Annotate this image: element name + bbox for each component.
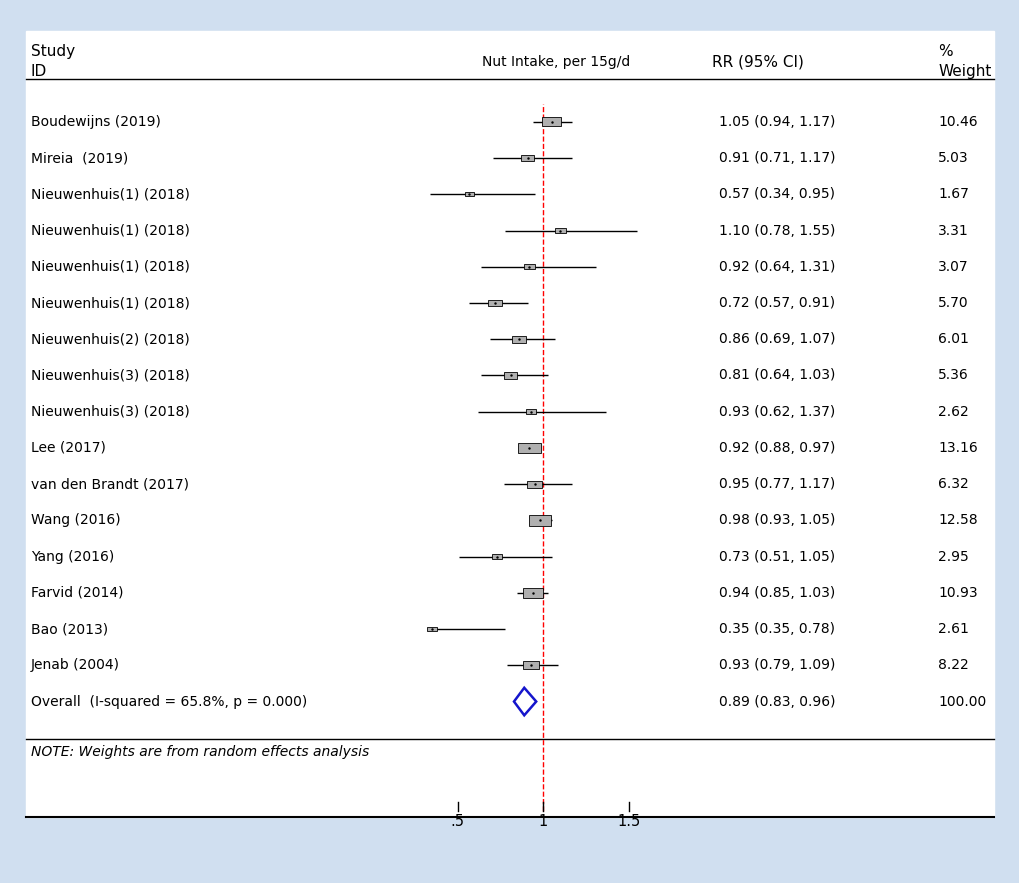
Bar [25, 31, 994, 817]
Text: Lee (2017): Lee (2017) [31, 441, 105, 455]
Text: Wang (2016): Wang (2016) [31, 513, 120, 527]
Bar [465, 192, 474, 197]
Text: Nieuwenhuis(2) (2018): Nieuwenhuis(2) (2018) [31, 332, 190, 346]
Text: Weight: Weight [937, 64, 990, 79]
Text: 8.22: 8.22 [937, 659, 968, 672]
Bar [512, 336, 526, 343]
Text: 0.81 (0.64, 1.03): 0.81 (0.64, 1.03) [718, 368, 835, 382]
Text: 1: 1 [538, 814, 547, 829]
Text: 10.93: 10.93 [937, 585, 977, 600]
Text: 1.5: 1.5 [616, 814, 640, 829]
Text: ID: ID [31, 64, 47, 79]
Text: NOTE: Weights are from random effects analysis: NOTE: Weights are from random effects an… [31, 745, 369, 759]
Text: 2.61: 2.61 [937, 622, 968, 636]
Bar [523, 588, 542, 598]
Bar [522, 661, 539, 669]
Text: RR (95% CI): RR (95% CI) [711, 55, 803, 70]
Text: 6.32: 6.32 [937, 477, 968, 491]
Text: Bao (2013): Bao (2013) [31, 622, 108, 636]
Text: 0.91 (0.71, 1.17): 0.91 (0.71, 1.17) [718, 151, 835, 165]
Text: 5.70: 5.70 [937, 296, 968, 310]
Text: 0.95 (0.77, 1.17): 0.95 (0.77, 1.17) [718, 477, 835, 491]
Text: 3.07: 3.07 [937, 260, 968, 274]
Text: 0.89 (0.83, 0.96): 0.89 (0.83, 0.96) [718, 695, 835, 708]
Text: 0.93 (0.79, 1.09): 0.93 (0.79, 1.09) [718, 659, 835, 672]
Text: Nieuwenhuis(1) (2018): Nieuwenhuis(1) (2018) [31, 296, 190, 310]
Text: 1.67: 1.67 [937, 187, 968, 201]
Text: Nieuwenhuis(3) (2018): Nieuwenhuis(3) (2018) [31, 404, 190, 419]
Text: Yang (2016): Yang (2016) [31, 549, 114, 563]
Text: 0.57 (0.34, 0.95): 0.57 (0.34, 0.95) [718, 187, 835, 201]
Text: Jenab (2004): Jenab (2004) [31, 659, 119, 672]
Bar [491, 555, 501, 559]
Text: 0.92 (0.64, 1.31): 0.92 (0.64, 1.31) [718, 260, 835, 274]
Text: 0.92 (0.88, 0.97): 0.92 (0.88, 0.97) [718, 441, 835, 455]
Text: 5.03: 5.03 [937, 151, 968, 165]
Bar [426, 627, 436, 631]
Bar [554, 228, 566, 233]
Text: 13.16: 13.16 [937, 441, 977, 455]
Text: 2.95: 2.95 [937, 549, 968, 563]
Text: 3.31: 3.31 [937, 223, 968, 238]
Text: Farvid (2014): Farvid (2014) [31, 585, 123, 600]
Text: 0.86 (0.69, 1.07): 0.86 (0.69, 1.07) [718, 332, 835, 346]
Text: 0.94 (0.85, 1.03): 0.94 (0.85, 1.03) [718, 585, 835, 600]
Text: 0.35 (0.35, 0.78): 0.35 (0.35, 0.78) [718, 622, 835, 636]
Text: 5.36: 5.36 [937, 368, 968, 382]
Text: 6.01: 6.01 [937, 332, 968, 346]
Text: Nieuwenhuis(1) (2018): Nieuwenhuis(1) (2018) [31, 187, 190, 201]
Text: Study: Study [31, 44, 74, 59]
Bar [518, 442, 540, 453]
Bar [488, 299, 501, 306]
Text: Overall  (I-squared = 65.8%, p = 0.000): Overall (I-squared = 65.8%, p = 0.000) [31, 695, 307, 708]
Text: 12.58: 12.58 [937, 513, 977, 527]
Text: Nieuwenhuis(3) (2018): Nieuwenhuis(3) (2018) [31, 368, 190, 382]
Text: 2.62: 2.62 [937, 404, 968, 419]
Text: Nieuwenhuis(1) (2018): Nieuwenhuis(1) (2018) [31, 260, 190, 274]
Bar [524, 264, 534, 269]
Bar [521, 155, 534, 162]
Text: 0.73 (0.51, 1.05): 0.73 (0.51, 1.05) [718, 549, 835, 563]
Text: 1.10 (0.78, 1.55): 1.10 (0.78, 1.55) [718, 223, 835, 238]
Text: Nut Intake, per 15g/d: Nut Intake, per 15g/d [481, 55, 630, 69]
Text: Mireia  (2019): Mireia (2019) [31, 151, 127, 165]
Text: .5: .5 [450, 814, 464, 829]
Bar [527, 480, 541, 487]
Bar [503, 373, 517, 379]
Bar [526, 409, 536, 414]
Text: Nieuwenhuis(1) (2018): Nieuwenhuis(1) (2018) [31, 223, 190, 238]
Text: 0.72 (0.57, 0.91): 0.72 (0.57, 0.91) [718, 296, 835, 310]
Text: 10.46: 10.46 [937, 115, 977, 129]
Text: Boudewijns (2019): Boudewijns (2019) [31, 115, 160, 129]
Text: 0.93 (0.62, 1.37): 0.93 (0.62, 1.37) [718, 404, 835, 419]
Text: 100.00: 100.00 [937, 695, 985, 708]
Text: %: % [937, 44, 952, 59]
Text: van den Brandt (2017): van den Brandt (2017) [31, 477, 189, 491]
Text: 0.98 (0.93, 1.05): 0.98 (0.93, 1.05) [718, 513, 835, 527]
Bar [541, 117, 560, 126]
Text: 1.05 (0.94, 1.17): 1.05 (0.94, 1.17) [718, 115, 835, 129]
Bar [528, 515, 550, 525]
